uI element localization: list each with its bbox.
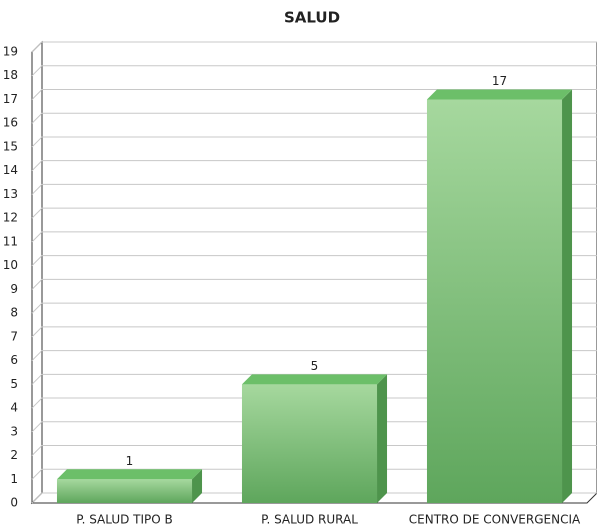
grid-line [31, 183, 597, 195]
grid-line [31, 421, 597, 433]
grid-line [31, 88, 597, 100]
bar [56, 479, 193, 503]
bar [241, 384, 378, 503]
grid-line [31, 136, 597, 148]
grid-line [31, 255, 597, 266]
grid-line [31, 350, 597, 361]
y-tick-label: 14 [3, 163, 18, 177]
x-tick-label: P. SALUD TIPO B [76, 513, 173, 527]
y-tick-label: 3 [10, 424, 18, 438]
grid-line [31, 468, 597, 480]
y-tick-label: 0 [10, 496, 18, 510]
x-tick-label: P. SALUD RURAL [261, 513, 358, 527]
y-tick-label: 4 [10, 401, 18, 415]
y-tick-label: 6 [10, 353, 18, 367]
y-tick-label: 13 [3, 187, 18, 201]
bar-top [56, 469, 203, 480]
data-label: 1 [126, 454, 134, 468]
y-tick-label: 18 [3, 68, 18, 82]
grid-line [31, 445, 597, 456]
bar-top [426, 89, 573, 100]
y-tick-label: 2 [10, 448, 18, 462]
grid-line [31, 302, 597, 314]
chart-title: SALUD [284, 9, 340, 27]
y-tick-label: 15 [3, 139, 18, 153]
grid-line [31, 492, 597, 504]
x-tick-label: CENTRO DE CONVERGENCIA [409, 513, 581, 527]
y-tick-label: 11 [3, 234, 18, 248]
grid-line [31, 231, 597, 243]
grid-line [31, 278, 597, 290]
grid-line [31, 160, 597, 172]
y-tick-label: 12 [3, 211, 18, 225]
grid-line [31, 207, 597, 219]
grid-line [31, 373, 597, 385]
grid-line [31, 112, 597, 124]
bar-side [377, 374, 388, 503]
y-tick-label: 16 [3, 116, 18, 130]
y-tick-label: 8 [10, 306, 18, 320]
bar-top [241, 374, 388, 385]
y-tick-label: 17 [3, 92, 18, 106]
y-tick-label: 9 [10, 282, 18, 296]
bar [426, 99, 563, 503]
data-label: 17 [492, 74, 507, 88]
y-tick-label: 5 [10, 377, 18, 391]
y-tick-label: 1 [10, 472, 18, 486]
grid-line [31, 41, 597, 53]
y-tick-label: 7 [10, 329, 18, 343]
data-label: 5 [311, 359, 319, 373]
y-tick-label: 10 [3, 258, 18, 272]
grid-line [31, 65, 597, 77]
grid-line [31, 326, 597, 338]
bar-side [192, 469, 203, 503]
grid-line [31, 397, 597, 409]
y-tick-label: 19 [3, 45, 18, 59]
bar-side [562, 89, 573, 503]
left-wall [31, 40, 43, 505]
